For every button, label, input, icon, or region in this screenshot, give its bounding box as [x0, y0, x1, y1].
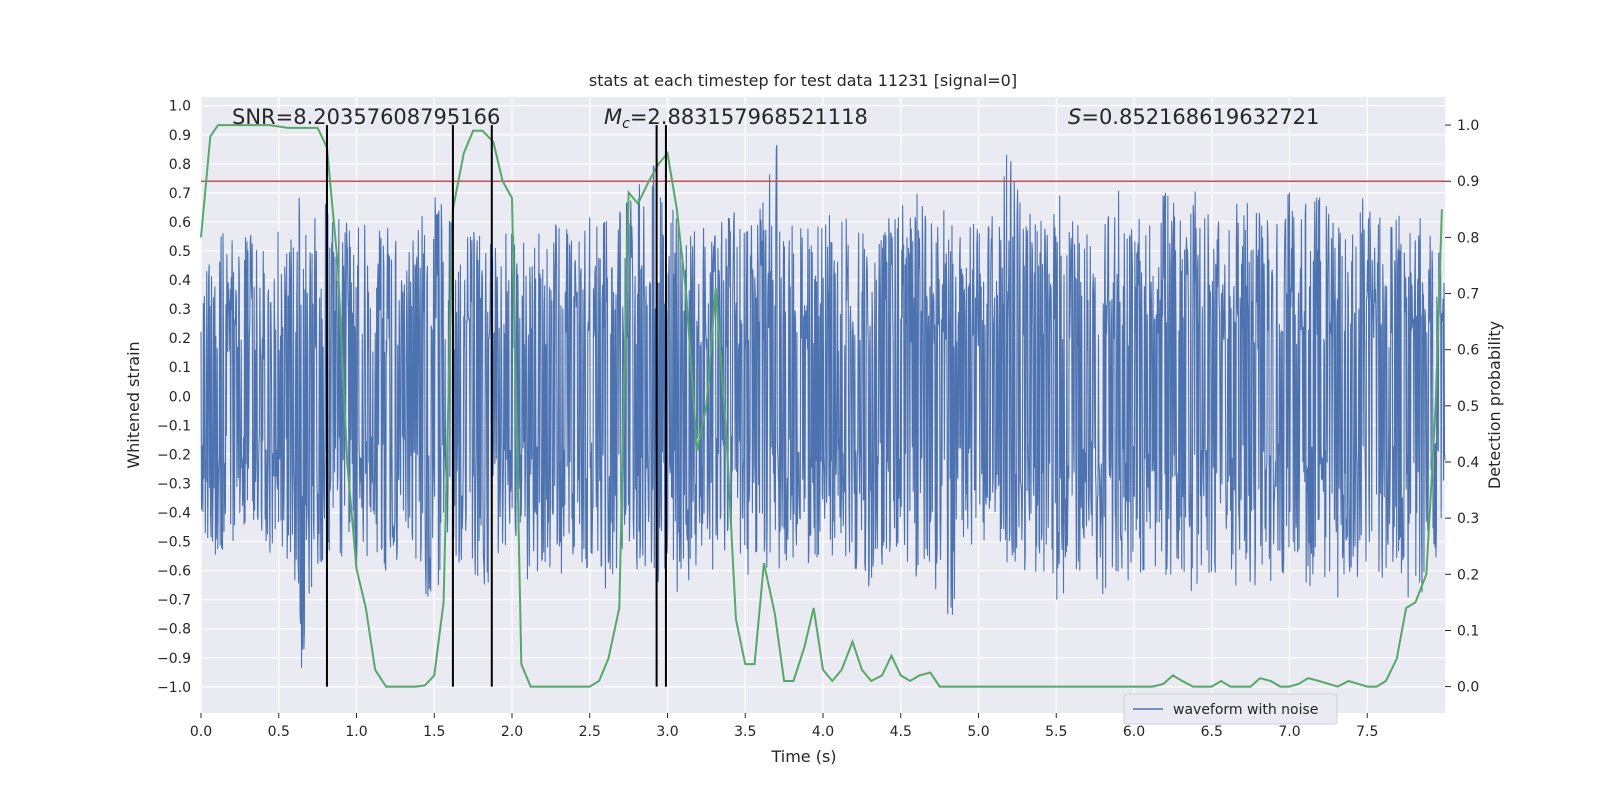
probability-series — [200, 124, 1443, 688]
axes: 0.0 0.5 1.0 1.5 2.0 2.5 3.0 3.5 4.0 4.5 5.0 5.5 6.0 6… — [157, 99, 1479, 740]
chart-title: stats at each timestep for test data 112… — [589, 71, 1017, 90]
y-tick-label-left: −0.5 — [157, 535, 191, 551]
strain-series — [200, 144, 1446, 669]
y-tick-label-left: −0.3 — [157, 476, 191, 492]
y-tick-label-left: 0.6 — [169, 215, 191, 231]
y-tick-label-right: 0.8 — [1457, 230, 1479, 246]
x-axis-label: Time (s) — [770, 747, 836, 766]
legend-label: waveform with noise — [1173, 702, 1318, 718]
x-tick-label: 6.5 — [1201, 724, 1223, 740]
mc-value: =2.883157968521118 — [630, 105, 868, 129]
x-tick-label: 5.0 — [967, 724, 989, 740]
x-tick-label: 7.0 — [1278, 724, 1300, 740]
x-tick-label: 1.0 — [345, 724, 367, 740]
y-tick-label-right: 0.4 — [1457, 455, 1479, 471]
x-tick-label: 2.5 — [579, 724, 601, 740]
x-tick-label: 1.5 — [423, 724, 445, 740]
x-tick-label: 4.5 — [890, 724, 912, 740]
y-tick-label-left: −0.6 — [157, 564, 191, 580]
s-annotation: S=0.852168619632721 — [1068, 105, 1319, 129]
y-tick-label-right: 0.2 — [1457, 567, 1479, 583]
y-tick-label-left: 0.4 — [169, 273, 191, 289]
y-tick-label-left: 0.7 — [169, 186, 191, 202]
y-tick-label-right: 0.5 — [1457, 399, 1479, 415]
y-tick-label-left: −1.0 — [157, 680, 191, 696]
x-tick-label: 2.0 — [501, 724, 523, 740]
s-value: =0.852168619632721 — [1081, 105, 1319, 129]
snr-annotation: SNR=8.20357608795166 — [232, 105, 500, 129]
y-tick-label-left: −0.7 — [157, 593, 191, 609]
y-tick-label-left: −0.8 — [157, 622, 191, 638]
x-tick-label: 6.0 — [1123, 724, 1145, 740]
x-tick-label: 5.5 — [1045, 724, 1067, 740]
y-tick-label-left: −0.1 — [157, 418, 191, 434]
y-tick-label-left: −0.9 — [157, 651, 191, 667]
vertical-markers — [325, 125, 667, 687]
s-symbol: S — [1068, 105, 1081, 129]
chirp-mass-annotation: Mc=2.883157968521118 — [604, 105, 868, 132]
x-tick-label: 0.0 — [190, 724, 212, 740]
strain-line — [200, 144, 1446, 669]
x-tick-label: 4.0 — [812, 724, 834, 740]
y-tick-label-left: 0.0 — [169, 389, 191, 405]
y-tick-label-right: 0.7 — [1457, 287, 1479, 303]
y-tick-label-left: −0.2 — [157, 447, 191, 463]
y-tick-label-left: 0.2 — [169, 331, 191, 347]
mc-subscript: c — [622, 116, 630, 132]
y-tick-label-left: −0.4 — [157, 506, 191, 522]
y-axis-label-left: Whitened strain — [124, 341, 143, 468]
y-tick-label-right: 0.1 — [1457, 623, 1479, 639]
probability-line — [200, 124, 1443, 688]
y-tick-label-right: 1.0 — [1457, 118, 1479, 134]
x-tick-label: 3.5 — [734, 724, 756, 740]
y-tick-label-left: 1.0 — [169, 99, 191, 115]
y-axis-label-right: Detection probability — [1485, 321, 1504, 489]
y-tick-label-left: 0.1 — [169, 360, 191, 376]
y-tick-label-right: 0.0 — [1457, 680, 1479, 696]
x-tick-label: 7.5 — [1356, 724, 1378, 740]
y-tick-label-left: 0.8 — [169, 157, 191, 173]
y-tick-label-right: 0.9 — [1457, 174, 1479, 190]
legend: waveform with noise — [1123, 693, 1338, 725]
y-tick-label-left: 0.5 — [169, 244, 191, 260]
mc-symbol: M — [604, 105, 622, 129]
x-tick-label: 3.0 — [656, 724, 678, 740]
legend-box — [1123, 693, 1338, 725]
x-tick-label: 0.5 — [268, 724, 290, 740]
y-tick-label-right: 0.3 — [1457, 511, 1479, 527]
y-tick-label-left: 0.3 — [169, 302, 191, 318]
y-tick-label-right: 0.6 — [1457, 343, 1479, 359]
y-tick-label-left: 0.9 — [169, 128, 191, 144]
